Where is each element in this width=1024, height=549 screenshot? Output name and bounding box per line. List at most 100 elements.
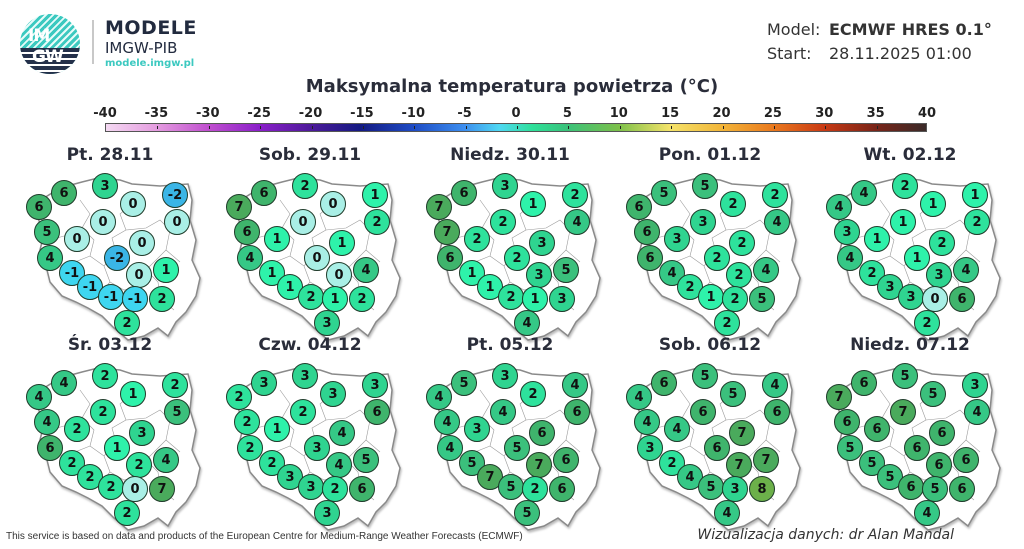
station-temperature-marker: 1 [104, 435, 130, 461]
station-temperature-marker: 8 [749, 476, 775, 502]
station-temperature-marker: 7 [149, 476, 175, 502]
station-temperature-marker: 2 [114, 500, 140, 526]
station-temperature-marker: 4 [851, 180, 877, 206]
station-temperature-marker: 4 [826, 194, 852, 220]
station-temperature-marker: 3 [637, 435, 663, 461]
brand-subtitle: IMGW-PIB [105, 39, 178, 57]
day-title: Pt. 05.12 [466, 335, 554, 355]
start-label: Start: [767, 44, 812, 63]
station-temperature-marker: 5 [498, 474, 524, 500]
logo-text-bottom: GW [32, 47, 64, 67]
station-temperature-marker: 2 [149, 286, 175, 312]
forecast-day-panel: Wt. 02.12 4 4 2 1 1 2 1 3 1 2 1 4 2 3 4 3 3 0 6 2 [820, 145, 1020, 341]
station-temperature-marker: 4 [964, 399, 990, 425]
colorbar-tick-mark [208, 126, 210, 129]
day-title: Wt. 02.12 [863, 145, 957, 165]
station-temperature-marker: 3 [298, 474, 324, 500]
station-temperature-marker: 2 [704, 245, 730, 271]
station-temperature-marker: 6 [764, 399, 790, 425]
station-temperature-marker: 3 [314, 310, 340, 336]
station-temperature-marker: -1 [98, 284, 124, 310]
logo-lower-stripes [20, 48, 80, 74]
station-temperature-marker: 1 [920, 191, 946, 217]
station-temperature-marker: 6 [529, 420, 555, 446]
colorbar-tick-mark [260, 126, 262, 129]
station-temperature-marker: 4 [634, 409, 660, 435]
station-temperature-marker: 2 [64, 416, 90, 442]
station-temperature-marker: 1 [362, 182, 388, 208]
station-temperature-marker: 2 [859, 260, 885, 286]
colorbar-tick-label: -40 [93, 106, 117, 121]
colorbar-tick-label: -15 [350, 106, 374, 121]
station-temperature-marker: 0 [304, 245, 330, 271]
station-temperature-marker: 2 [729, 230, 755, 256]
station-temperature-marker: 2 [92, 363, 118, 389]
station-temperature-marker: 5 [749, 286, 775, 312]
station-temperature-marker: 6 [637, 245, 663, 271]
visualization-credit: Wizualizacja danych: dr Alan Mandal [697, 527, 954, 543]
station-temperature-marker: 4 [562, 372, 588, 398]
station-temperature-marker: 5 [553, 257, 579, 283]
station-temperature-marker: 2 [464, 226, 490, 252]
station-temperature-marker: 6 [437, 245, 463, 271]
colorbar-tick-mark [311, 126, 313, 129]
station-temperature-marker: 3 [251, 370, 277, 396]
station-temperature-marker: 0 [126, 262, 152, 288]
colorbar-tick-label: 20 [712, 106, 731, 121]
forecast-day-panel: Śr. 03.12 4 4 2 1 2 5 2 4 2 3 1 6 2 2 4 2 2 0 7 2 [20, 335, 220, 531]
station-temperature-marker: 6 [651, 370, 677, 396]
station-temperature-marker: 6 [929, 420, 955, 446]
station-temperature-marker: 3 [320, 381, 346, 407]
colorbar-tick-mark [568, 126, 570, 129]
chart-title: Maksymalna temperatura powietrza (°C) [305, 76, 719, 97]
colorbar-tick-mark [157, 126, 159, 129]
day-title: Niedz. 30.11 [450, 145, 570, 165]
station-temperature-marker: 6 [690, 399, 716, 425]
station-temperature-marker: 1 [890, 209, 916, 235]
logo-text-top: IM [28, 26, 50, 46]
station-temperature-marker: 3 [526, 262, 552, 288]
station-temperature-marker: 6 [37, 435, 63, 461]
colorbar-tick-mark [414, 126, 416, 129]
station-temperature-marker: 3 [492, 363, 518, 389]
station-temperature-marker: 0 [164, 209, 190, 235]
station-temperature-marker: 2 [162, 372, 188, 398]
station-temperature-marker: 6 [251, 180, 277, 206]
station-temperature-marker: 2 [562, 182, 588, 208]
station-temperature-marker: 4 [514, 310, 540, 336]
station-temperature-marker: 1 [264, 226, 290, 252]
station-temperature-marker: 5 [353, 447, 379, 473]
station-temperature-marker: 5 [692, 173, 718, 199]
station-temperature-marker: 4 [714, 500, 740, 526]
station-temperature-marker: 1 [864, 226, 890, 252]
day-title: Śr. 03.12 [67, 335, 153, 355]
station-temperature-marker: 2 [234, 409, 260, 435]
station-temperature-marker: 0 [326, 262, 352, 288]
station-temperature-marker: 6 [553, 447, 579, 473]
day-title: Pt. 28.11 [66, 145, 154, 165]
station-temperature-marker: 6 [549, 476, 575, 502]
station-temperature-marker: 3 [292, 363, 318, 389]
forecast-day-panel: Niedz. 30.11 7 6 3 1 2 4 2 7 2 3 2 6 1 3 5 1 2 1 3 4 [420, 145, 620, 341]
colorbar [105, 123, 927, 132]
forecast-day-panel: Pon. 01.12 6 5 5 2 2 4 3 6 3 2 2 6 4 2 4 2 1 2 5 2 [620, 145, 820, 341]
station-temperature-marker: 4 [490, 399, 516, 425]
brand-url-link[interactable]: modele.imgw.pl [105, 58, 195, 69]
station-temperature-marker: 3 [962, 372, 988, 398]
station-temperature-marker: 4 [153, 447, 179, 473]
station-temperature-marker: 4 [664, 416, 690, 442]
station-temperature-marker: 1 [698, 284, 724, 310]
station-temperature-marker: 1 [264, 416, 290, 442]
station-temperature-marker: 3 [92, 173, 118, 199]
station-temperature-marker: 6 [953, 447, 979, 473]
day-title: Pon. 01.12 [658, 145, 762, 165]
station-temperature-marker: 2 [292, 173, 318, 199]
station-temperature-marker: 6 [834, 409, 860, 435]
station-temperature-marker: -2 [162, 182, 188, 208]
poland-map: 6 6 3 0 -2 0 0 5 0 0 -2 4 -1 0 1 -1 -1 -1 2 2 [20, 170, 220, 341]
station-temperature-marker: 2 [490, 209, 516, 235]
station-temperature-marker: 0 [90, 209, 116, 235]
station-temperature-marker: 4 [434, 409, 460, 435]
